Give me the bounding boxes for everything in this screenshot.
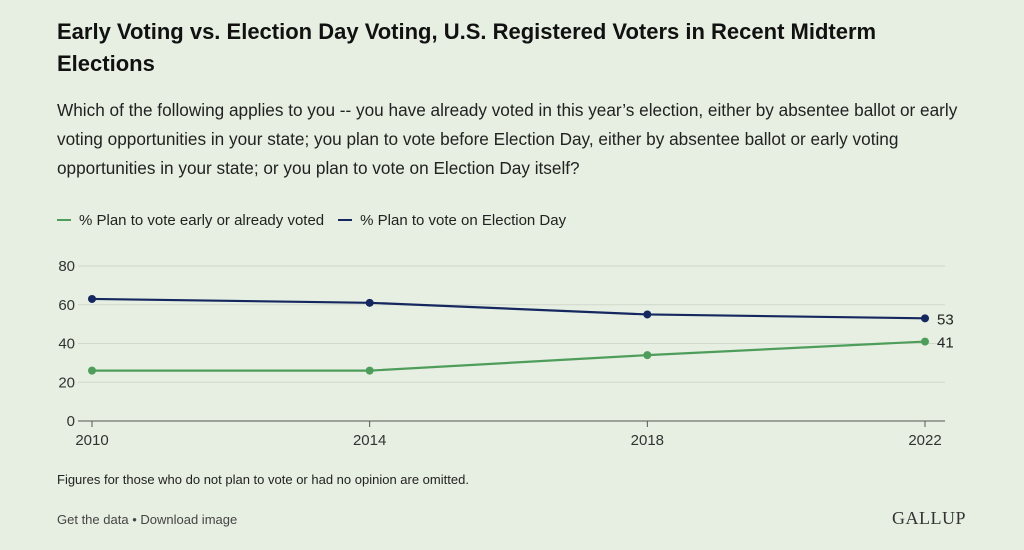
footer-separator: • [132, 512, 137, 527]
legend-label-early: % Plan to vote early or already voted [79, 211, 325, 229]
download-image-link[interactable]: Download image [140, 512, 238, 527]
data-point-election-day [365, 298, 374, 307]
gallup-logo: GALLUP [892, 508, 966, 528]
data-point-election-day [921, 314, 929, 323]
x-tick-label: 2018 [631, 432, 664, 449]
x-tick-label: 2022 [908, 432, 941, 449]
data-point-election-day [643, 310, 652, 319]
x-tick-label: 2014 [353, 432, 386, 449]
footer-links: Get the data • Download image [57, 512, 237, 527]
legend-item-election-day: % Plan to vote on Election Day [338, 212, 566, 229]
end-value-label-early: 41 [937, 335, 954, 352]
series-line-early [92, 340, 926, 372]
data-point-early [643, 351, 652, 360]
legend-swatch-election-day [338, 219, 353, 221]
chart-subtitle: Which of the following applies to you --… [57, 100, 958, 178]
y-tick-label: 60 [58, 297, 75, 314]
chart-title: Early Voting vs. Election Day Voting, U.… [57, 19, 877, 76]
legend-item-early: % Plan to vote early or already voted [57, 212, 324, 229]
get-data-link[interactable]: Get the data [57, 512, 129, 527]
legend: % Plan to vote early or already voted % … [57, 210, 580, 230]
data-point-election-day [88, 294, 96, 303]
series-line-election-day [91, 297, 926, 320]
legend-swatch-early [57, 219, 71, 221]
end-value-label-election-day: 53 [937, 311, 954, 328]
data-point-early [88, 366, 96, 375]
data-point-early [365, 366, 374, 375]
footnote: Figures for those who do not plan to vot… [57, 472, 469, 487]
data-point-early [921, 337, 929, 346]
y-tick-label: 80 [58, 258, 75, 275]
legend-label-election-day: % Plan to vote on Election Day [360, 211, 567, 229]
x-tick-label: 2010 [75, 432, 108, 449]
y-tick-label: 0 [67, 413, 75, 430]
y-tick-label: 40 [58, 336, 75, 353]
line-chart: 0 20 40 60 80 2010 2014 2018 2022 41 53 [58, 258, 954, 449]
y-tick-label: 20 [58, 374, 75, 391]
